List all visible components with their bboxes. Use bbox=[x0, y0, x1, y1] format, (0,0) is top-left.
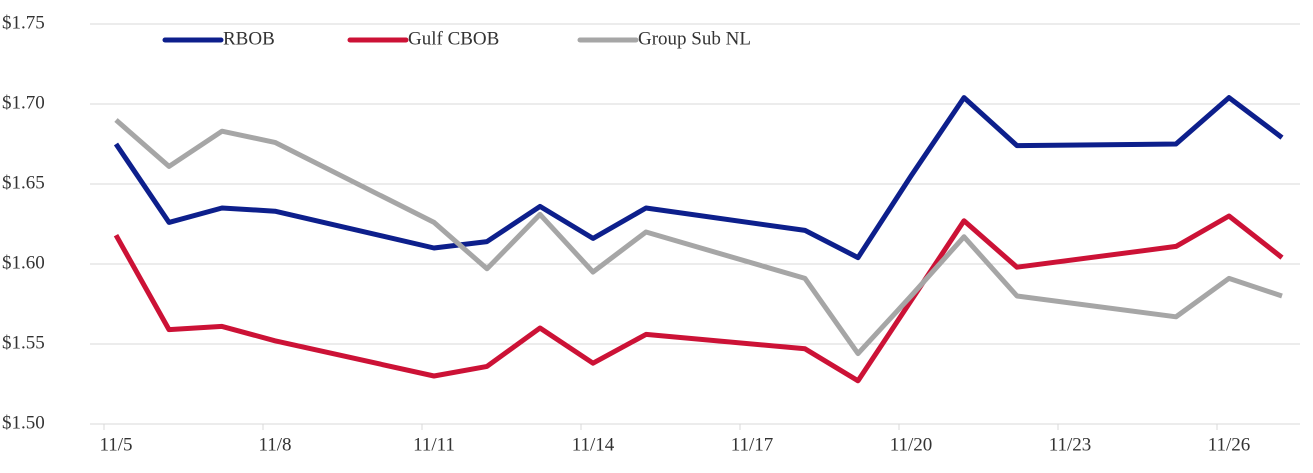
x-tick-label: 11/8 bbox=[258, 434, 291, 455]
x-tick-label: 11/20 bbox=[890, 434, 933, 455]
x-tick-label: 11/14 bbox=[572, 434, 615, 455]
y-tick-label: $1.60 bbox=[2, 252, 45, 273]
y-tick-label: $1.65 bbox=[2, 172, 45, 193]
y-tick-label: $1.70 bbox=[2, 92, 45, 113]
series-line bbox=[113, 95, 1284, 261]
legend-label: RBOB bbox=[223, 28, 275, 49]
y-tick-label: $1.75 bbox=[2, 12, 45, 33]
x-tick-label: 11/11 bbox=[413, 434, 455, 455]
legend-label: Group Sub NL bbox=[638, 28, 751, 49]
y-tick-label: $1.50 bbox=[2, 412, 45, 433]
x-tick-label: 11/5 bbox=[99, 434, 132, 455]
series-line bbox=[113, 213, 1284, 384]
x-tick-label: 11/17 bbox=[731, 434, 774, 455]
series-line bbox=[114, 118, 1283, 357]
y-tick-label: $1.55 bbox=[2, 332, 45, 353]
legend-label: Gulf CBOB bbox=[408, 28, 499, 49]
x-tick-label: 11/26 bbox=[1208, 434, 1251, 455]
x-tick-label: 11/23 bbox=[1049, 434, 1092, 455]
